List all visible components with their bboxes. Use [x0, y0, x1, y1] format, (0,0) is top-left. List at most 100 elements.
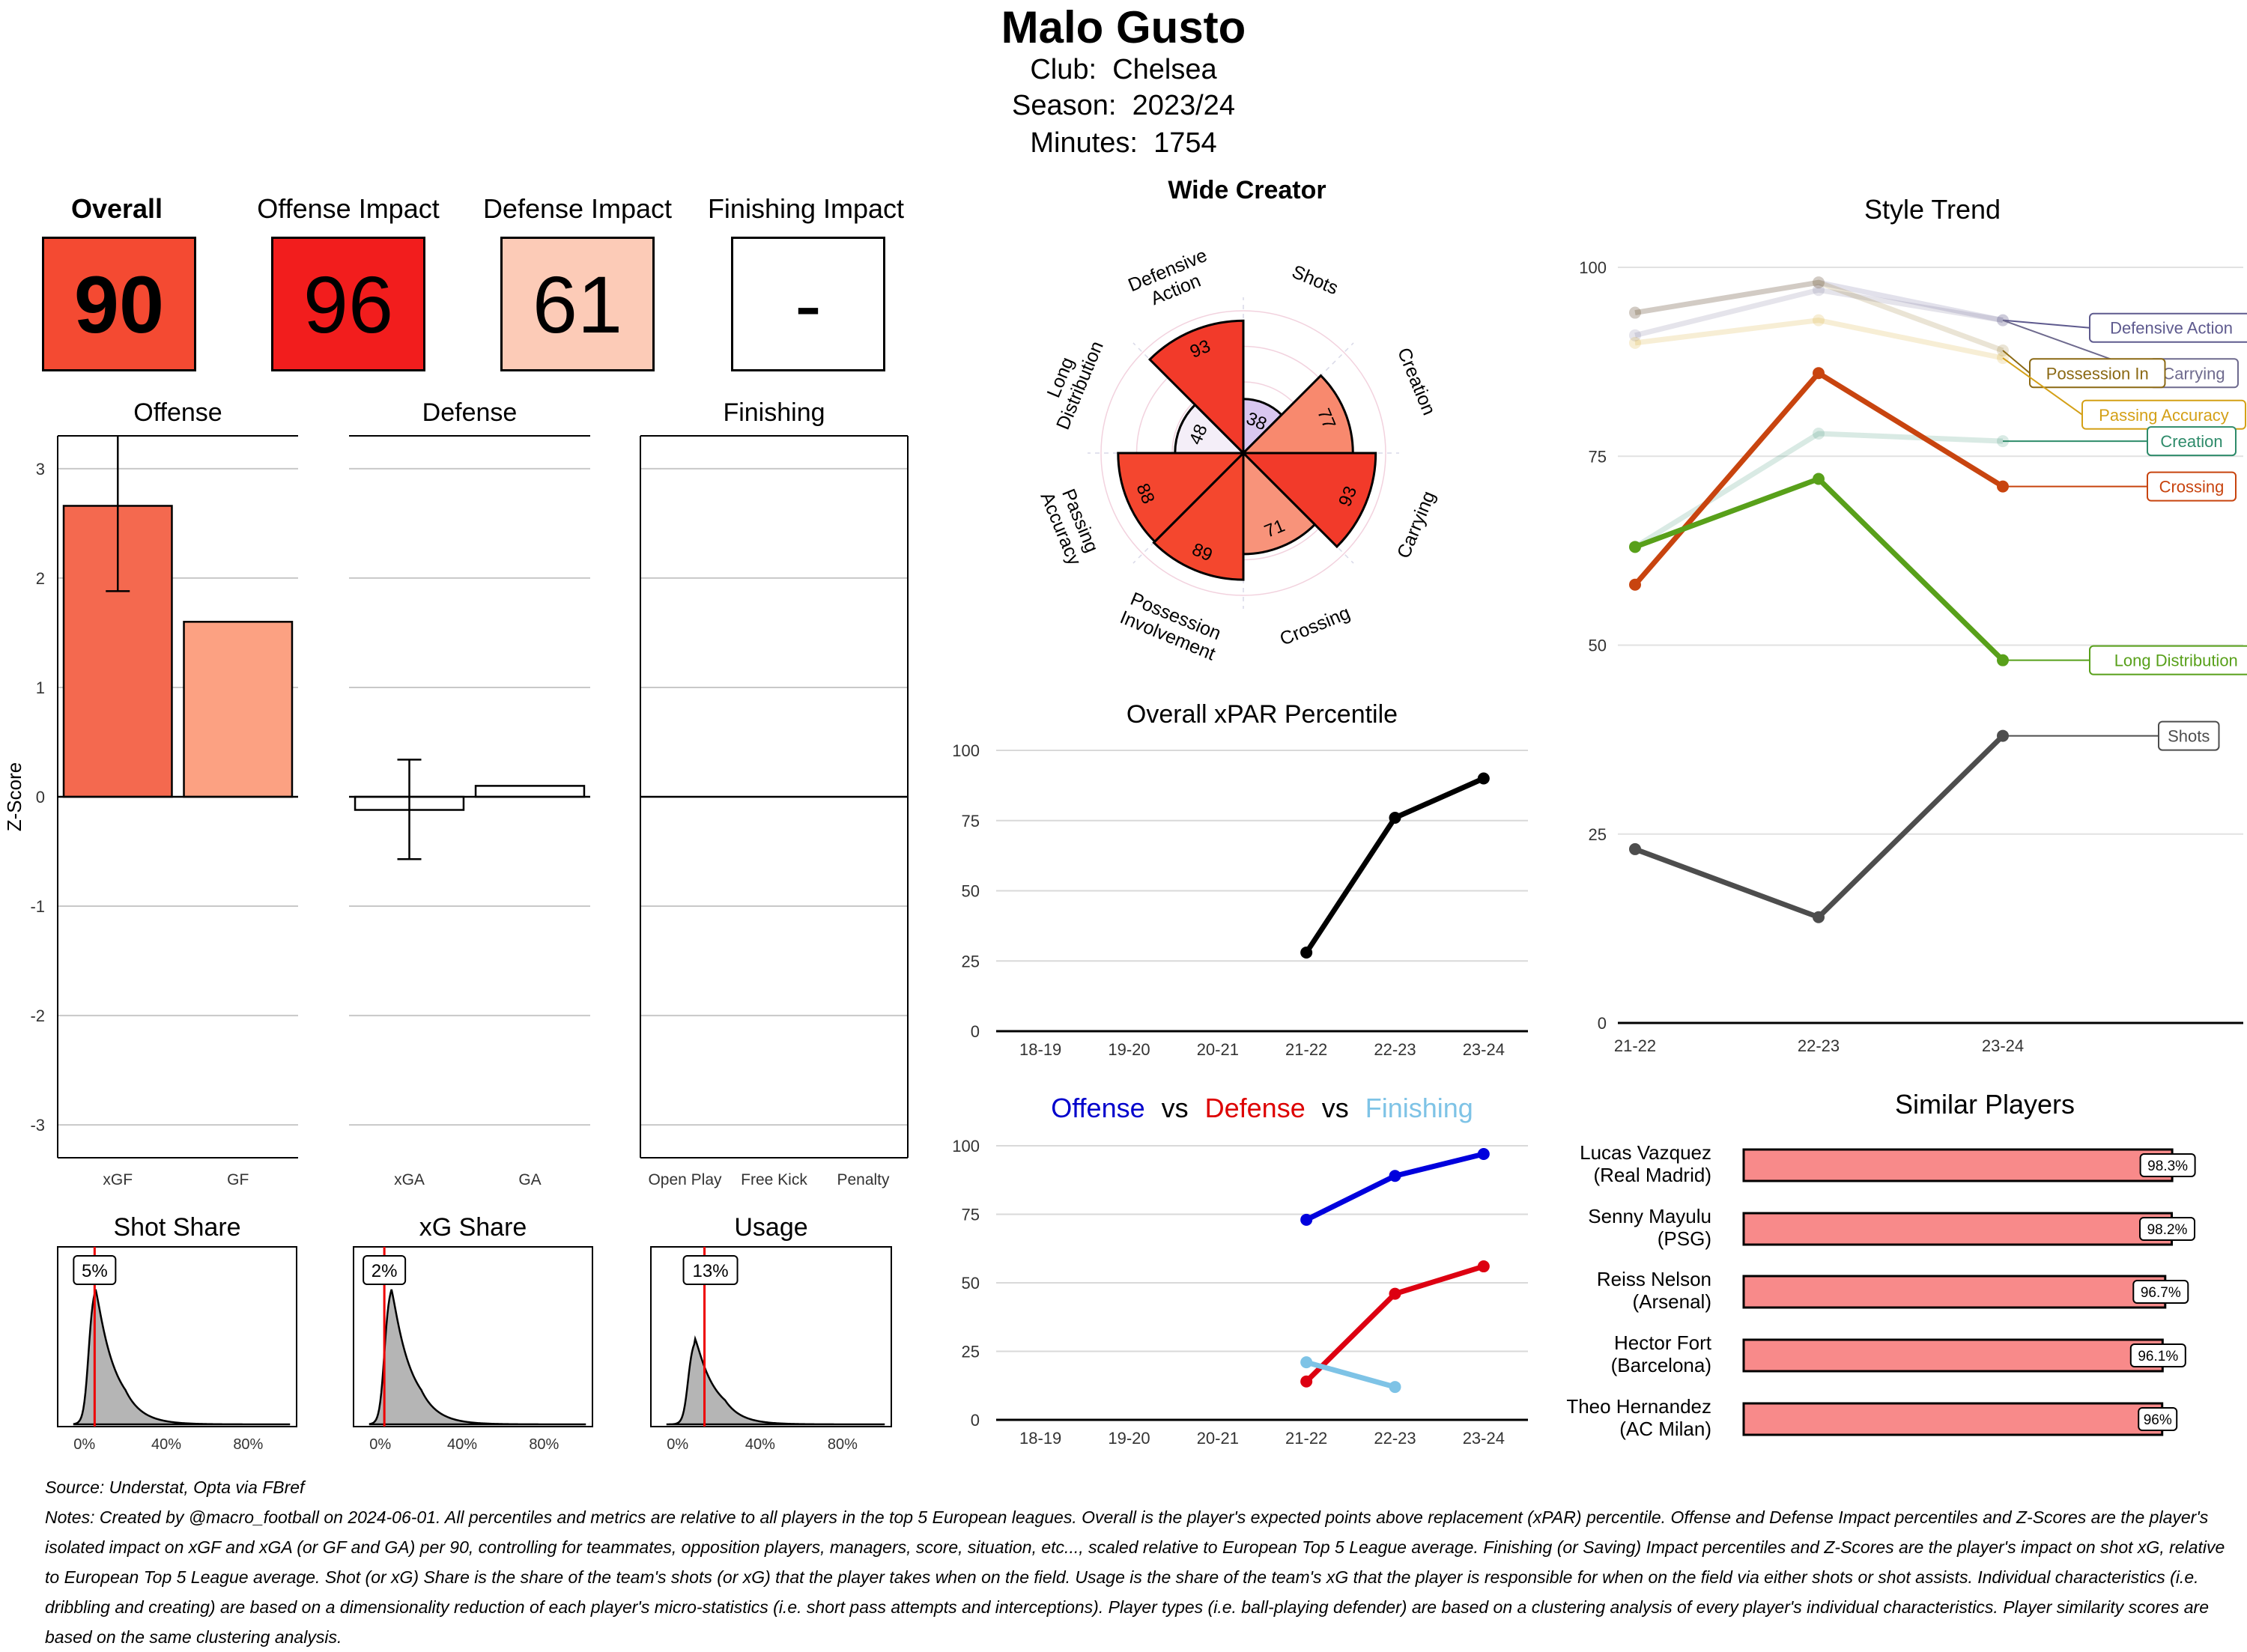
- style-line-long-distribution: [1634, 476, 2005, 663]
- similar-player-name: (Arsenal): [1633, 1290, 1711, 1313]
- style-label-box: [2029, 358, 2166, 389]
- style-series-label: Long Distribution: [2114, 652, 2238, 670]
- card-label-finishing: Finishing Impact: [707, 193, 905, 224]
- club-line: Club: Chelsea: [0, 54, 2247, 86]
- player-value-badge: [682, 1255, 739, 1285]
- similarity-value: 98.2%: [2147, 1222, 2188, 1238]
- x-tick-label: 21-22: [1285, 1040, 1327, 1059]
- similarity-value: 96.1%: [2138, 1349, 2178, 1364]
- similar-players-chart: Similar Players Lucas Vazquez(Real Madrid…: [1566, 1089, 2196, 1440]
- player-value-badge: [363, 1255, 407, 1285]
- similar-player-bar: [1742, 1275, 2167, 1309]
- distribution-tick-label: 40%: [151, 1436, 181, 1453]
- impact-title: Offense vs Defense vs Finishing: [1051, 1093, 1473, 1123]
- style-point: [1813, 276, 1825, 289]
- radar-grid-ring: [1100, 310, 1386, 596]
- style-point: [1813, 314, 1825, 327]
- zscore-category-label: GA: [518, 1171, 541, 1188]
- radar-spoke: [1243, 342, 1354, 454]
- impact-title-part: vs: [1322, 1093, 1349, 1123]
- similarity-value: 98.3%: [2147, 1158, 2188, 1174]
- style-point: [1629, 306, 1641, 319]
- series-point: [1389, 812, 1401, 824]
- y-tick-label: 50: [1589, 637, 1607, 655]
- y-tick-label: 25: [1589, 825, 1607, 844]
- distribution-title: xG Share: [419, 1213, 527, 1242]
- style-point: [1629, 336, 1641, 349]
- season-label: Season:: [1012, 90, 1117, 121]
- series-point: [1300, 1213, 1313, 1226]
- series-point: [1389, 1287, 1401, 1300]
- style-point: [1629, 306, 1641, 319]
- style-label-box: [2147, 471, 2237, 502]
- style-line-carrying: [1634, 287, 2004, 338]
- style-line-shots: [1634, 734, 2005, 920]
- series-point: [1300, 947, 1313, 959]
- radar-slice-long-distribution: [1174, 403, 1246, 455]
- similarity-badge: [2132, 1280, 2189, 1304]
- similar-player-name: Reiss Nelson: [1597, 1268, 1711, 1290]
- x-tick-label: 23-24: [1463, 1429, 1505, 1448]
- similar-players-title: Similar Players: [1895, 1089, 2075, 1120]
- radar-category-label: Shots: [1289, 261, 1341, 299]
- y-tick-label: 75: [962, 812, 980, 830]
- y-tick-label: 75: [1589, 447, 1607, 466]
- style-label-box: [2158, 720, 2220, 751]
- similar-player-bar: [1742, 1212, 2174, 1246]
- similar-player-bar: [1742, 1148, 2174, 1182]
- x-tick-label: 22-23: [1798, 1036, 1840, 1055]
- x-tick-label: 18-19: [1019, 1429, 1061, 1448]
- y-tick-label: 75: [962, 1206, 980, 1224]
- radar-category-label: PassingAccuracy: [1036, 481, 1104, 568]
- similar-player-name: (Barcelona): [1611, 1354, 1711, 1376]
- zscore-axis-label: Z-Score: [3, 762, 25, 831]
- style-point: [1813, 284, 1825, 297]
- style-label-leader: [2002, 350, 2031, 374]
- x-tick-label: 23-24: [1982, 1036, 2024, 1055]
- style-series-label: Shots: [2168, 727, 2210, 746]
- zscore-category-label: xGF: [103, 1171, 133, 1188]
- radar-slice-passing-accuracy: [1117, 452, 1246, 544]
- x-tick-label: 21-22: [1285, 1429, 1327, 1448]
- player-value-label: 2%: [372, 1261, 398, 1281]
- player-value-label: 13%: [693, 1261, 729, 1281]
- minutes-line: Minutes: 1754: [0, 127, 2247, 160]
- series-line-defense: [1304, 1263, 1485, 1384]
- similar-player-name: Hector Fort: [1614, 1331, 1712, 1354]
- zscore-panel-title: Offense: [133, 398, 222, 427]
- y-tick-label: 100: [952, 1137, 980, 1156]
- distribution-title: Shot Share: [113, 1213, 240, 1242]
- style-point: [1813, 367, 1825, 380]
- similar-player-bar: [1742, 1402, 2164, 1436]
- style-trend-chart: Style Trend 0 25 50 75 100 21-22 22-23 23-24 Defe…: [1579, 194, 2247, 1055]
- zscore-category-label: xGA: [394, 1171, 425, 1188]
- x-tick-label: 21-22: [1614, 1036, 1656, 1055]
- xpar-title: Overall xPAR Percentile: [1126, 700, 1398, 729]
- distribution-tick-label: 40%: [745, 1436, 775, 1453]
- style-point: [1629, 329, 1641, 341]
- style-line-passing-accuracy: [1634, 318, 2004, 361]
- similarity-badge: [2129, 1343, 2186, 1367]
- zscore-tick-label: 3: [36, 460, 45, 479]
- x-tick-label: 23-24: [1463, 1040, 1505, 1059]
- style-line-creation: [1634, 431, 2004, 550]
- style-point: [1813, 911, 1825, 923]
- source-text: Source: Understat, Opta via FBref: [45, 1478, 305, 1497]
- zscore-category-label: Free Kick: [741, 1171, 807, 1188]
- zscore-category-label: GF: [227, 1171, 249, 1188]
- zscore-bar-ga: [474, 785, 586, 798]
- distribution-title: Usage: [734, 1213, 807, 1242]
- style-label-leader: [2002, 319, 2090, 329]
- impact-line-chart: Offense vs Defense vs Finishing 0 25 50 75 100 18-…: [952, 1093, 1528, 1448]
- style-series-label: Possession In: [2046, 364, 2149, 383]
- style-point: [1813, 427, 1825, 440]
- player-name: Malo Gusto: [1001, 2, 1246, 52]
- club-label: Club:: [1030, 54, 1097, 85]
- x-tick-label: 20-21: [1197, 1040, 1239, 1059]
- y-tick-label: 25: [962, 1343, 980, 1361]
- style-point: [1629, 541, 1641, 553]
- card-value-finishing: -: [731, 237, 885, 371]
- style-series-label: Passing Accuracy: [2099, 406, 2229, 425]
